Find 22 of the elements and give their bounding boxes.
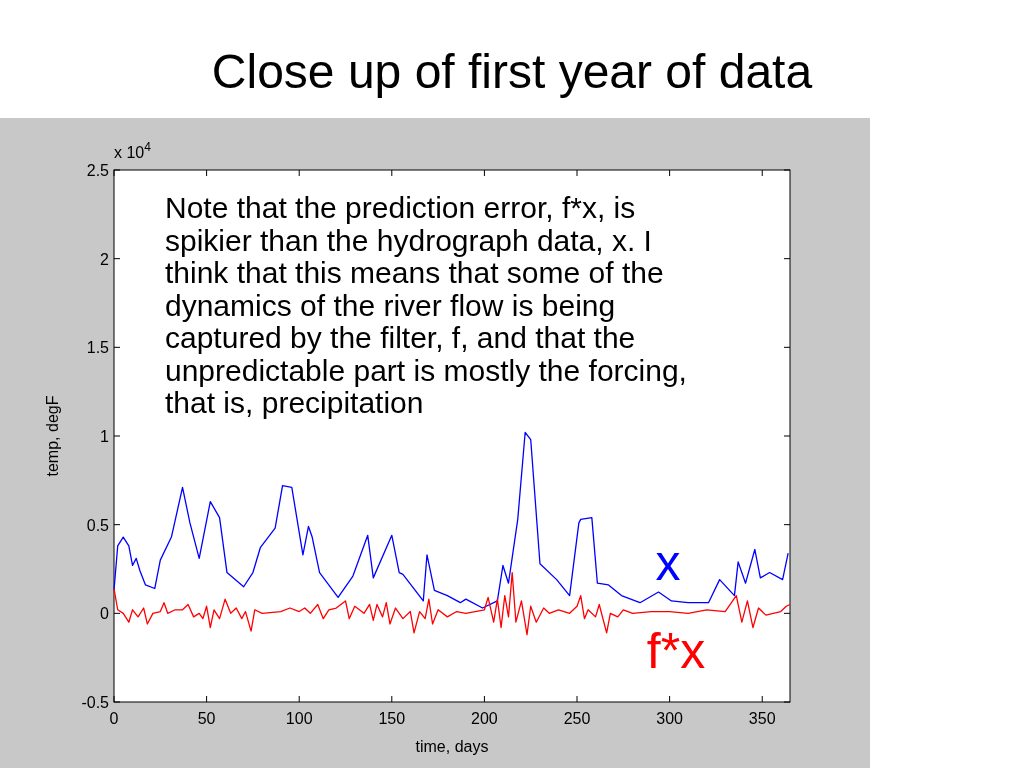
x-tick-label: 100	[285, 710, 313, 727]
x-tick-label: 150	[378, 710, 406, 727]
text: x 10$^{4}$	[114, 140, 152, 161]
y-axis-title: temp, degF	[44, 395, 61, 477]
chart-title: Close up of first year of data	[211, 45, 813, 98]
series-label: f*x	[646, 623, 706, 679]
y-tick-label: -0.5	[81, 694, 110, 711]
x-tick-label: 350	[748, 710, 776, 727]
x-axis-title: time, days	[415, 738, 489, 755]
x-tick-label: 300	[656, 710, 684, 727]
y-tick-label: 2.5	[86, 162, 110, 179]
y-tick-label: 0	[100, 605, 110, 623]
y-tick-label: 0.5	[86, 516, 110, 534]
x-tick-label: 250	[563, 710, 591, 727]
x-tick-label: 200	[471, 710, 498, 727]
y-tick-label: 1.5	[86, 339, 110, 357]
series-label: x	[655, 535, 681, 591]
line-series	[113, 431, 789, 609]
y-tick-label: 2	[100, 250, 110, 268]
x-tick-label: 50	[197, 710, 216, 727]
annotation: Note that the prediction error, f*x, is spikier than the hydrograph data, x. I think that this means that some of the dynamics of the river flow is being captured by the filter, f, and that the unpredictable part is mostly the forcing, that is, precipitation	[165, 191, 687, 419]
y-tick-label: 1	[100, 428, 110, 445]
